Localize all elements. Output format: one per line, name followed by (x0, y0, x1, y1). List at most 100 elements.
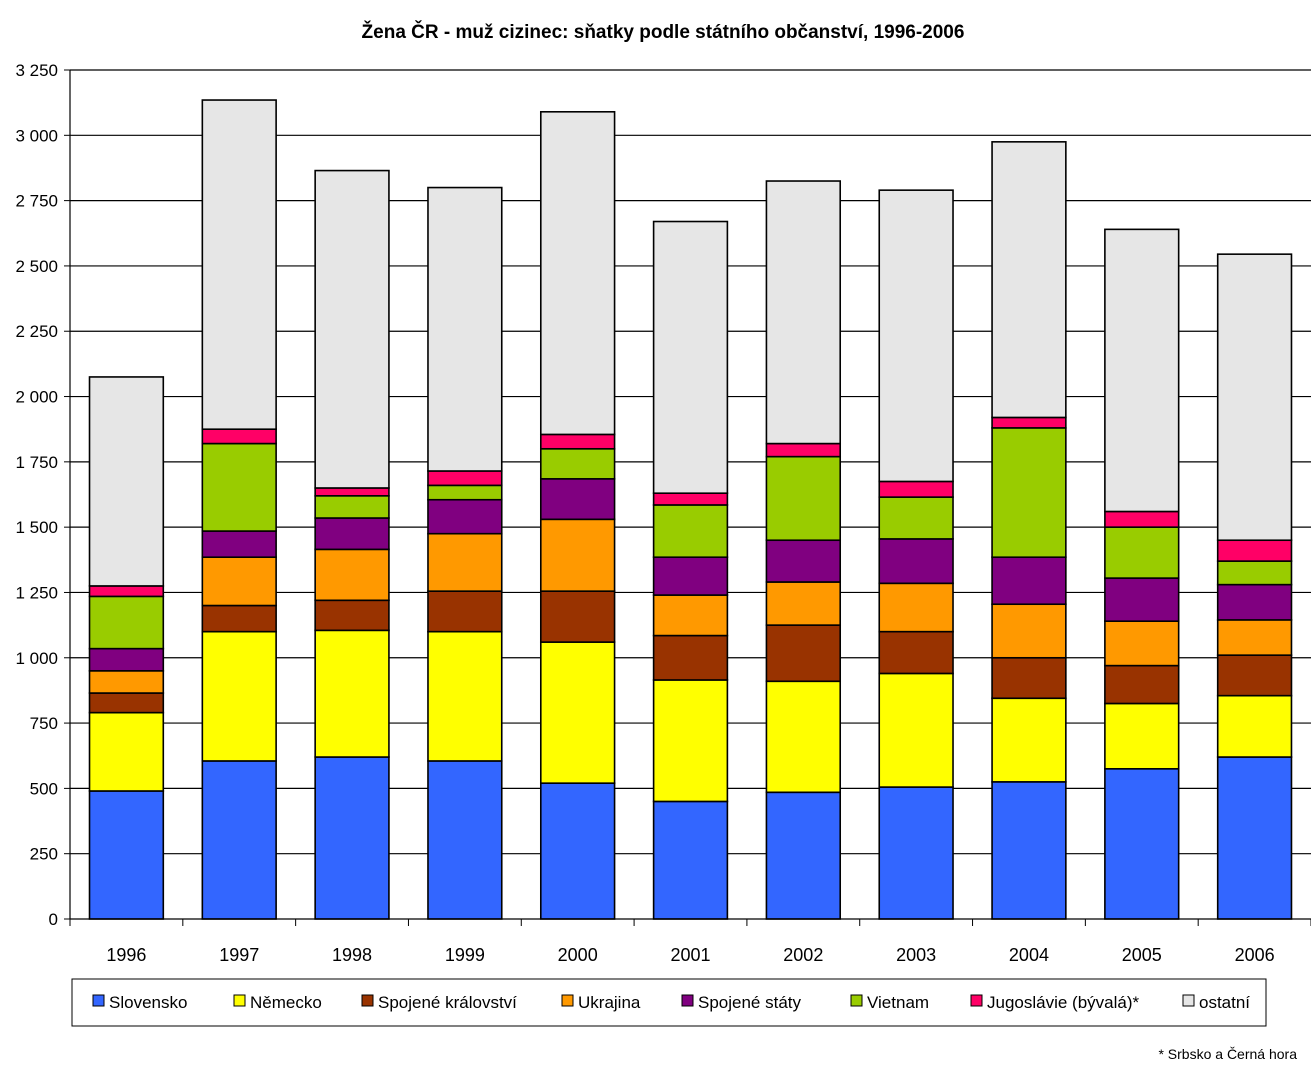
bar-segment (991, 416, 1067, 429)
bar-segment (1104, 664, 1180, 705)
bar-segment (878, 480, 954, 498)
bar-segment (991, 141, 1067, 419)
legend-swatch (92, 994, 105, 1007)
bar-segment (652, 679, 729, 803)
bar-segment (765, 539, 842, 583)
y-tick-label: 3 000 (15, 126, 58, 145)
footnote: * Srbsko a Černá hora (1158, 1046, 1297, 1062)
legend-swatch (850, 994, 863, 1007)
bar-segment (1104, 620, 1180, 667)
y-tick-label: 500 (30, 779, 58, 798)
bar-segment (427, 630, 503, 762)
legend-swatch (561, 994, 574, 1007)
bar-segment (88, 711, 165, 792)
bar-segment (1216, 694, 1293, 758)
bar-segment (1104, 510, 1180, 528)
y-tick-label: 3 250 (15, 61, 58, 80)
legend-label: Vietnam (867, 993, 929, 1012)
bar-segment (314, 495, 390, 519)
bars (88, 99, 1293, 920)
y-tick-labels: 0 250 500 750 1 000 1 250 1 500 1 750 2 000 2 250… (15, 61, 58, 929)
bar-segment (427, 532, 503, 592)
legend-swatch (970, 994, 983, 1007)
bar-segment (539, 447, 616, 480)
bar-segment (765, 180, 842, 445)
legend-label: Spojené státy (698, 993, 802, 1012)
bar-segment (201, 604, 277, 633)
x-tick-label: 1996 (106, 945, 146, 965)
bar-segment (991, 603, 1067, 659)
bar-segment (991, 556, 1067, 606)
bar-segment (314, 548, 390, 602)
legend-swatch (233, 994, 246, 1007)
bar-segment (878, 189, 954, 483)
bar-segment (539, 433, 616, 450)
x-tick-label: 1999 (445, 945, 485, 965)
bar-segment (765, 680, 842, 794)
legend-label: Ukrajina (578, 993, 641, 1012)
y-tick-label: 1 250 (15, 583, 58, 602)
bar-segment (88, 595, 165, 650)
bar-segment (1216, 253, 1293, 542)
bar-segment (88, 376, 165, 587)
bar-segment (314, 629, 390, 758)
y-tick-label: 0 (49, 910, 58, 929)
legend-label: ostatní (1199, 993, 1250, 1012)
bar-segment (539, 478, 616, 521)
bar-segment (1216, 619, 1293, 656)
y-tick-label: 1 750 (15, 453, 58, 472)
bar-segment (427, 590, 503, 633)
bar-segment (201, 760, 277, 920)
bar-segment (201, 99, 277, 430)
x-tick-label: 2004 (1009, 945, 1049, 965)
bar-segment (201, 442, 277, 532)
bar-segment (878, 582, 954, 633)
y-tick-label: 750 (30, 714, 58, 733)
axes (64, 69, 1311, 926)
bar-segment (1216, 654, 1293, 697)
y-tick-label: 2 250 (15, 322, 58, 341)
bar-segment (427, 760, 503, 920)
bar-segment (88, 692, 165, 714)
legend-swatch (1182, 994, 1195, 1007)
legend-box (71, 978, 1267, 1027)
bar-segment (1216, 560, 1293, 586)
bar-segment (88, 790, 165, 920)
bar-segment (201, 630, 277, 762)
bar-segment (314, 756, 390, 920)
bar-segment (201, 556, 277, 607)
bar-segment (539, 518, 616, 592)
chart-title: Žena ČR - muž cizinec: sňatky podle stát… (362, 21, 965, 43)
bar-segment (991, 781, 1067, 920)
legend-label: Jugoslávie (bývalá)* (987, 993, 1140, 1012)
bar-segment (427, 498, 503, 535)
bar-segment (652, 220, 729, 494)
y-tick-label: 2 750 (15, 192, 58, 211)
y-tick-label: 2 000 (15, 388, 58, 407)
bar-segment (1216, 539, 1293, 562)
y-tick-label: 2 500 (15, 257, 58, 276)
bar-segment (314, 487, 390, 497)
bar-segment (878, 672, 954, 788)
bar-segment (1104, 228, 1180, 513)
bar-segment (88, 647, 165, 672)
bar-segment (539, 641, 616, 784)
bar-segment (765, 455, 842, 542)
bar-segment (765, 624, 842, 683)
bar-segment (991, 697, 1067, 783)
bar-segment (1104, 526, 1180, 579)
y-tick-label: 1 500 (15, 518, 58, 537)
bar-segment (539, 590, 616, 643)
bar-segment (427, 470, 503, 487)
bar-segment (1104, 767, 1180, 920)
legend-label: Německo (250, 993, 322, 1012)
bar-segment (652, 504, 729, 558)
legend-label: Spojené království (378, 993, 517, 1012)
bar-segment (765, 442, 842, 458)
bar-segment (652, 492, 729, 506)
x-tick-label: 2002 (783, 945, 823, 965)
x-tick-label: 2006 (1235, 945, 1275, 965)
bar-segment (878, 496, 954, 540)
